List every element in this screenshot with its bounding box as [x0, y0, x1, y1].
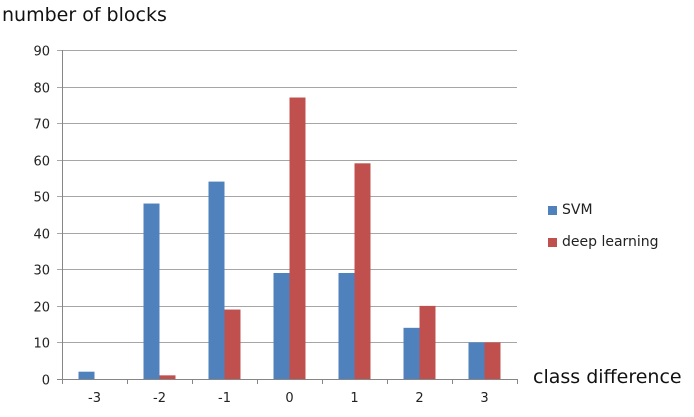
y-tick-label: 70: [33, 118, 50, 133]
bar-deep-learning: [159, 375, 176, 379]
x-tick-label: 0: [285, 391, 293, 406]
x-tick-label: 2: [415, 391, 423, 406]
y-tick-label: 10: [33, 337, 50, 352]
bar-deep-learning: [354, 163, 371, 379]
bar-svm: [468, 342, 485, 379]
legend-swatch-svm: [548, 205, 557, 215]
x-tick-label: -2: [153, 391, 166, 406]
y-tick-label: 20: [33, 301, 50, 316]
bar-svm: [273, 272, 290, 379]
bar-deep-learning: [224, 309, 241, 379]
x-tick-label: 1: [350, 391, 358, 406]
bar-svm: [208, 181, 225, 379]
bar-svm: [338, 272, 355, 379]
bar-svm: [78, 371, 95, 379]
bar-svm: [403, 327, 420, 379]
legend-item-deep-learning: deep learning: [548, 232, 659, 252]
x-tick-label: -1: [218, 391, 231, 406]
legend-label-svm: SVM: [562, 202, 593, 218]
y-tick-label: 0: [42, 374, 50, 389]
y-tick-label: 50: [33, 191, 50, 206]
x-tick-label: -3: [88, 391, 101, 406]
y-tick-label: 30: [33, 264, 50, 279]
x-tick-label: 3: [480, 391, 488, 406]
y-tick-label: 80: [33, 82, 50, 97]
bar-svm: [143, 203, 160, 379]
y-tick-label: 90: [33, 45, 50, 60]
bar-deep-learning: [419, 305, 436, 379]
bar-deep-learning: [289, 97, 306, 380]
legend-label-deep-learning: deep learning: [562, 234, 659, 250]
y-axis-title: number of blocks: [2, 4, 167, 26]
legend: SVM deep learning: [548, 200, 659, 264]
bar-deep-learning: [484, 342, 501, 379]
x-axis-title: class difference: [533, 366, 682, 388]
legend-item-svm: SVM: [548, 200, 659, 220]
legend-swatch-deep-learning: [548, 237, 557, 247]
y-tick-label: 60: [33, 155, 50, 170]
y-tick-label: 40: [33, 228, 50, 243]
